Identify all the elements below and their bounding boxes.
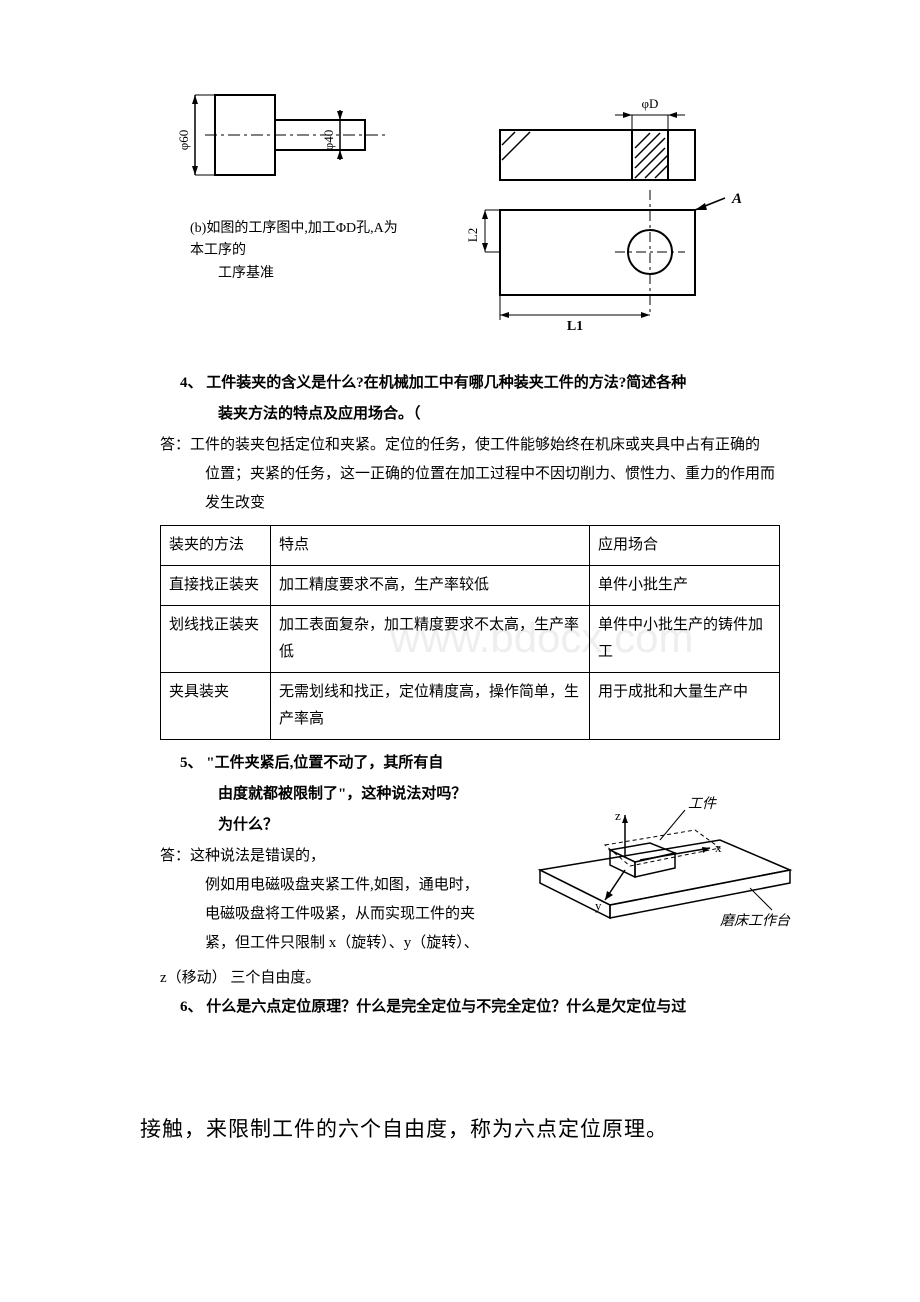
- figure-left-caption: (b)如图的工序图中,加工ΦD孔,A为本工序的 工序基准: [160, 218, 400, 285]
- table-row: 夹具装夹 无需划线和找正，定位精度高，操作简单，生产率高 用于成批和大量生产中: [161, 673, 780, 740]
- bottom-paragraph: 接触，来限制工件的六个自由度，称为六点定位原理。: [140, 1111, 780, 1149]
- label-worktable: 磨床工作台: [720, 913, 791, 929]
- label-phid: φD: [642, 96, 659, 111]
- cell: 单件小批生产: [590, 566, 780, 606]
- question-6: 6、 什么是六点定位原理？什么是完全定位与不完全定位？什么是欠定位与过: [160, 994, 780, 1021]
- table-row: 直接找正装夹 加工精度要求不高，生产率较低 单件小批生产: [161, 566, 780, 606]
- label-l1: L1: [567, 319, 583, 334]
- cell: 单件中小批生产的铸件加工: [590, 606, 780, 673]
- q5-a3: 电磁吸盘将工件吸紧，从而实现工件的夹: [205, 901, 510, 928]
- question-5: 5、 "工件夹紧后,位置不动了，其所有自 由度就都被限制了"，这种说法对吗？ 为…: [160, 750, 780, 959]
- dim-phi40: φ40: [321, 130, 336, 151]
- q4-answer1: 答：工件的装夹包括定位和夹紧。定位的任务，使工件能够始终在机床或夹具中占有正确的: [160, 432, 780, 459]
- q5-a4: 紧，但工件只限制 x（旋转）、y（旋转）、: [205, 930, 510, 957]
- question-4: 4、 工件装夹的含义是什么?在机械加工中有哪几种装夹工件的方法?简述各种 装夹方…: [160, 370, 780, 740]
- axis-z: z: [615, 808, 621, 823]
- q4-heading-cont: 装夹方法的特点及应用场合。（: [218, 401, 780, 428]
- cell: 划线找正装夹: [161, 606, 271, 673]
- q5-figure-svg: z x y 工件 磨床工作台: [520, 780, 800, 940]
- q5-a5: z（移动） 三个自由度。: [160, 965, 780, 992]
- label-l2: L2: [465, 228, 480, 242]
- axis-x: x: [715, 840, 722, 855]
- cell: 直接找正装夹: [161, 566, 271, 606]
- cell: 加工表面复杂，加工精度要求不太高，生产率低: [271, 606, 590, 673]
- figure-right-svg: φD A L2: [460, 90, 750, 340]
- clamping-methods-table: 装夹的方法 特点 应用场合 直接找正装夹 加工精度要求不高，生产率较低 单件小批…: [160, 525, 780, 740]
- cell: 夹具装夹: [161, 673, 271, 740]
- axis-y: y: [595, 898, 602, 913]
- q5-h2: 由度就都被限制了"，这种说法对吗？: [218, 781, 510, 808]
- figure-right: φD A L2: [460, 90, 750, 350]
- th-method: 装夹的方法: [161, 526, 271, 566]
- th-app: 应用场合: [590, 526, 780, 566]
- q5-text-block: 5、 "工件夹紧后,位置不动了，其所有自 由度就都被限制了"，这种说法对吗？ 为…: [160, 750, 510, 959]
- q4-heading: 4、 工件装夹的含义是什么?在机械加工中有哪几种装夹工件的方法?简述各种: [180, 370, 780, 397]
- q5-h1: 5、 "工件夹紧后,位置不动了，其所有自: [180, 750, 510, 777]
- q4-answer3: 发生改变: [205, 490, 780, 517]
- q6-heading: 6、 什么是六点定位原理？什么是完全定位与不完全定位？什么是欠定位与过: [180, 994, 780, 1021]
- cell: 用于成批和大量生产中: [590, 673, 780, 740]
- th-feature: 特点: [271, 526, 590, 566]
- caption-line2: 工序基准: [190, 263, 400, 285]
- table-header-row: 装夹的方法 特点 应用场合: [161, 526, 780, 566]
- dim-phi60: φ60: [176, 130, 191, 151]
- q5-h3: 为什么？: [218, 812, 510, 839]
- label-workpiece: 工件: [688, 796, 717, 812]
- figure-left: φ60 φ40 (b)如图的工序图中,加工ΦD孔,A为本工序的 工序基准: [160, 90, 400, 285]
- caption-line1: (b)如图的工序图中,加工ΦD孔,A为本工序的: [190, 218, 400, 263]
- figure-left-svg: φ60 φ40: [160, 90, 400, 200]
- q5-a2: 例如用电磁吸盘夹紧工件,如图，通电时，: [205, 872, 510, 899]
- cell: 加工精度要求不高，生产率较低: [271, 566, 590, 606]
- label-a: A: [731, 191, 742, 207]
- top-figures-row: φ60 φ40 (b)如图的工序图中,加工ΦD孔,A为本工序的 工序基准: [160, 90, 780, 350]
- cell: 无需划线和找正，定位精度高，操作简单，生产率高: [271, 673, 590, 740]
- document-page: www.bdocx.com φ60: [160, 90, 780, 1149]
- table-row: 划线找正装夹 加工表面复杂，加工精度要求不太高，生产率低 单件中小批生产的铸件加…: [161, 606, 780, 673]
- q5-figure: z x y 工件 磨床工作台: [520, 780, 780, 950]
- q5-a1: 答：这种说法是错误的，: [160, 843, 510, 870]
- q4-answer2: 位置；夹紧的任务，这一正确的位置在加工过程中不因切削力、惯性力、重力的作用而: [205, 461, 780, 488]
